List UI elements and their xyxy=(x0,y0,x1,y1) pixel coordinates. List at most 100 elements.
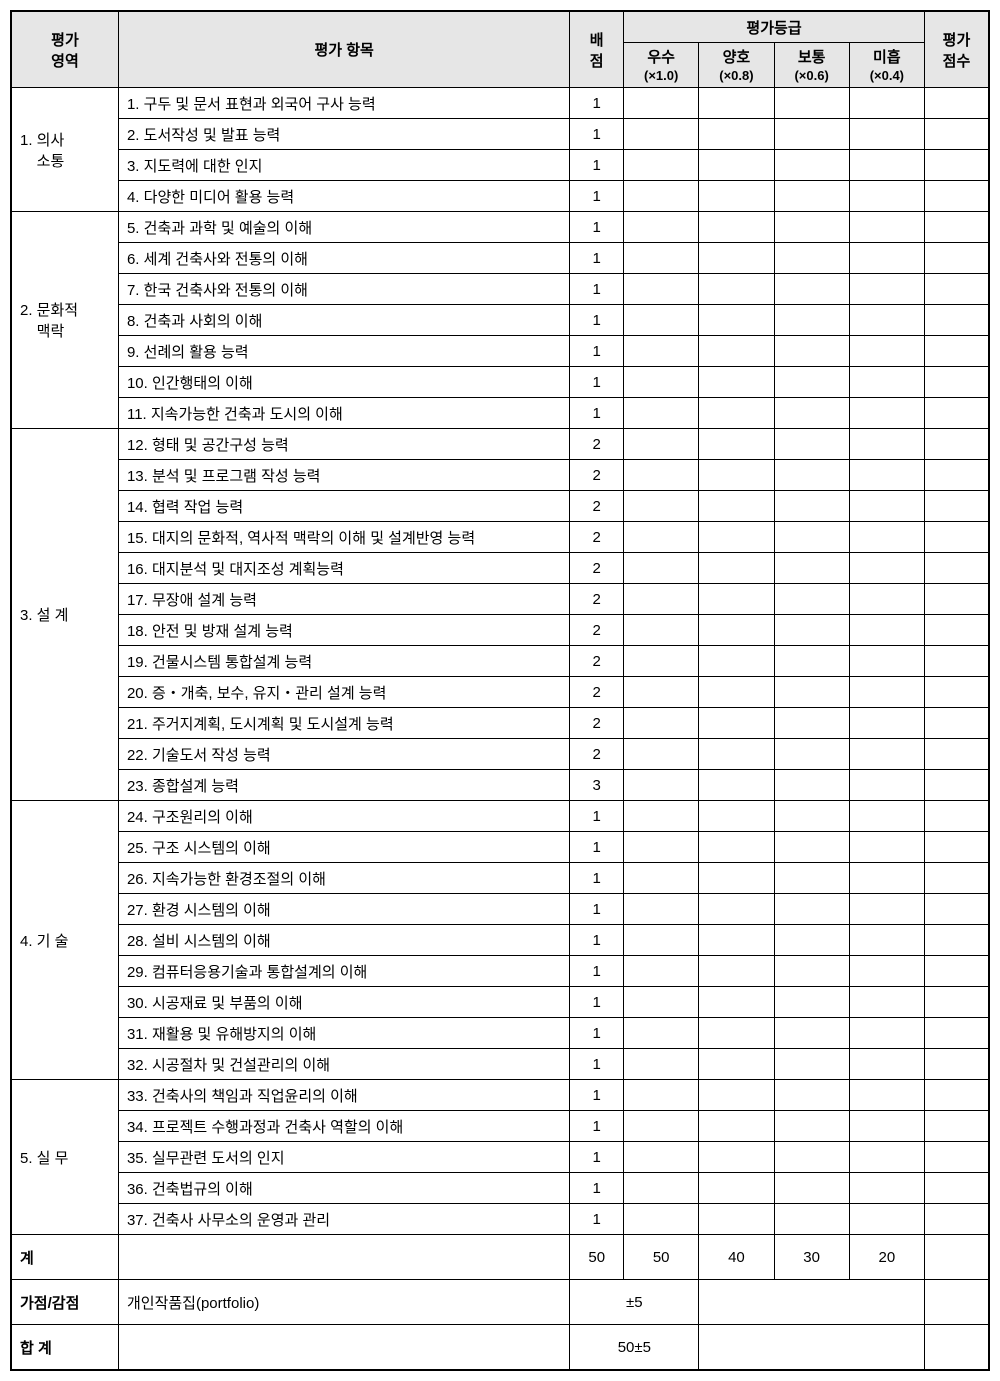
grade-cell[interactable] xyxy=(699,1080,774,1111)
final-cell[interactable] xyxy=(924,677,989,708)
grade-cell[interactable] xyxy=(774,925,849,956)
grade-cell[interactable] xyxy=(699,1204,774,1235)
grade-cell[interactable] xyxy=(849,832,924,863)
grade-cell[interactable] xyxy=(699,491,774,522)
grade-cell[interactable] xyxy=(774,119,849,150)
final-cell[interactable] xyxy=(924,212,989,243)
final-cell[interactable] xyxy=(924,584,989,615)
grade-cell[interactable] xyxy=(699,1142,774,1173)
final-cell[interactable] xyxy=(924,1204,989,1235)
final-cell[interactable] xyxy=(924,522,989,553)
grade-cell[interactable] xyxy=(624,429,699,460)
grade-cell[interactable] xyxy=(849,460,924,491)
grade-cell[interactable] xyxy=(699,274,774,305)
final-cell[interactable] xyxy=(924,1142,989,1173)
grade-cell[interactable] xyxy=(624,491,699,522)
final-cell[interactable] xyxy=(924,739,989,770)
final-cell[interactable] xyxy=(924,398,989,429)
grade-cell[interactable] xyxy=(624,615,699,646)
grade-cell[interactable] xyxy=(624,1173,699,1204)
grade-cell[interactable] xyxy=(849,1173,924,1204)
final-cell[interactable] xyxy=(924,708,989,739)
grade-cell[interactable] xyxy=(849,894,924,925)
grade-cell[interactable] xyxy=(774,615,849,646)
grade-cell[interactable] xyxy=(699,460,774,491)
grade-cell[interactable] xyxy=(624,553,699,584)
grade-cell[interactable] xyxy=(849,553,924,584)
grade-cell[interactable] xyxy=(849,274,924,305)
final-cell[interactable] xyxy=(924,181,989,212)
grade-cell[interactable] xyxy=(624,739,699,770)
grade-cell[interactable] xyxy=(624,956,699,987)
grade-cell[interactable] xyxy=(774,1111,849,1142)
grade-cell[interactable] xyxy=(774,305,849,336)
grade-cell[interactable] xyxy=(624,150,699,181)
grade-cell[interactable] xyxy=(624,181,699,212)
grade-cell[interactable] xyxy=(774,956,849,987)
final-cell[interactable] xyxy=(924,832,989,863)
grade-cell[interactable] xyxy=(849,88,924,119)
grade-cell[interactable] xyxy=(624,398,699,429)
grade-cell[interactable] xyxy=(849,801,924,832)
grade-cell[interactable] xyxy=(699,677,774,708)
grade-cell[interactable] xyxy=(699,925,774,956)
grade-cell[interactable] xyxy=(774,1049,849,1080)
grade-cell[interactable] xyxy=(774,1142,849,1173)
grade-cell[interactable] xyxy=(849,1204,924,1235)
grade-cell[interactable] xyxy=(699,522,774,553)
grade-cell[interactable] xyxy=(774,429,849,460)
grade-cell[interactable] xyxy=(849,429,924,460)
grade-cell[interactable] xyxy=(624,274,699,305)
grade-cell[interactable] xyxy=(699,88,774,119)
grade-cell[interactable] xyxy=(699,553,774,584)
final-cell[interactable] xyxy=(924,801,989,832)
grade-cell[interactable] xyxy=(849,956,924,987)
grade-cell[interactable] xyxy=(774,708,849,739)
grade-cell[interactable] xyxy=(624,1049,699,1080)
grade-cell[interactable] xyxy=(849,1018,924,1049)
grade-cell[interactable] xyxy=(849,739,924,770)
grade-cell[interactable] xyxy=(774,398,849,429)
final-cell[interactable] xyxy=(924,460,989,491)
grade-cell[interactable] xyxy=(699,1173,774,1204)
grade-cell[interactable] xyxy=(774,1204,849,1235)
grade-cell[interactable] xyxy=(624,1204,699,1235)
grade-cell[interactable] xyxy=(699,584,774,615)
grade-cell[interactable] xyxy=(624,1080,699,1111)
final-cell[interactable] xyxy=(924,770,989,801)
grade-cell[interactable] xyxy=(774,1080,849,1111)
subtotal-final[interactable] xyxy=(924,1235,989,1280)
grade-cell[interactable] xyxy=(699,987,774,1018)
final-cell[interactable] xyxy=(924,1049,989,1080)
grade-cell[interactable] xyxy=(774,181,849,212)
grade-cell[interactable] xyxy=(849,305,924,336)
grade-cell[interactable] xyxy=(774,739,849,770)
grade-cell[interactable] xyxy=(624,336,699,367)
grade-cell[interactable] xyxy=(624,119,699,150)
grade-cell[interactable] xyxy=(849,181,924,212)
grade-cell[interactable] xyxy=(624,212,699,243)
grade-cell[interactable] xyxy=(774,460,849,491)
grade-cell[interactable] xyxy=(774,522,849,553)
final-cell[interactable] xyxy=(924,646,989,677)
grade-cell[interactable] xyxy=(624,522,699,553)
grade-cell[interactable] xyxy=(774,646,849,677)
grade-cell[interactable] xyxy=(849,1142,924,1173)
final-cell[interactable] xyxy=(924,1111,989,1142)
final-cell[interactable] xyxy=(924,429,989,460)
grade-cell[interactable] xyxy=(624,305,699,336)
grade-cell[interactable] xyxy=(699,646,774,677)
grade-cell[interactable] xyxy=(699,336,774,367)
final-cell[interactable] xyxy=(924,553,989,584)
grade-cell[interactable] xyxy=(624,460,699,491)
grade-cell[interactable] xyxy=(774,274,849,305)
final-cell[interactable] xyxy=(924,1080,989,1111)
grade-cell[interactable] xyxy=(699,708,774,739)
grade-cell[interactable] xyxy=(849,367,924,398)
grade-cell[interactable] xyxy=(774,1173,849,1204)
grade-cell[interactable] xyxy=(624,677,699,708)
grade-cell[interactable] xyxy=(774,212,849,243)
grade-cell[interactable] xyxy=(849,770,924,801)
grade-cell[interactable] xyxy=(624,1018,699,1049)
grade-cell[interactable] xyxy=(849,1080,924,1111)
